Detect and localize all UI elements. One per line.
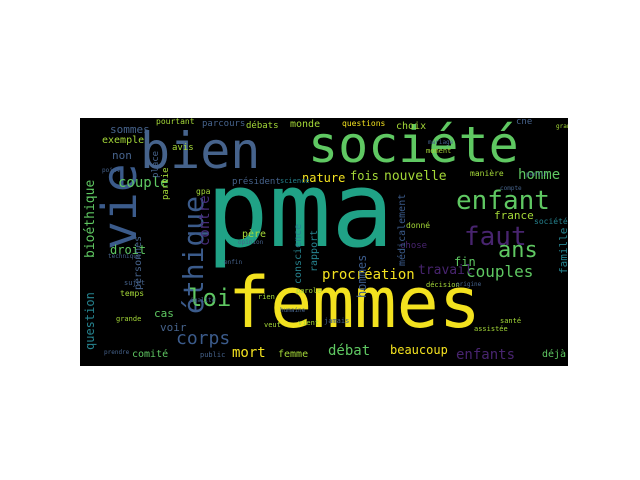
word-humaine: humaine [280, 307, 306, 314]
word-rien: rien [258, 293, 275, 301]
word-hommes: hommes [355, 254, 369, 298]
word-sommes: sommes [110, 123, 150, 136]
word-couple: couple [118, 175, 169, 191]
word-comite: comité [132, 349, 169, 360]
word-temps: temps [120, 289, 145, 298]
word-grande: grande [116, 315, 142, 323]
word-cne: cne [516, 118, 533, 127]
word-debats: débats [246, 121, 279, 131]
word-rapport: rapport [309, 229, 320, 272]
word-sante: santé [500, 317, 522, 325]
word-compte: compte [500, 185, 522, 192]
word-fois: fois [350, 169, 379, 183]
word-point: point [102, 167, 121, 174]
word-famille: famille [557, 227, 568, 274]
word-debat: débat [328, 343, 371, 359]
word-faut: faut [464, 222, 527, 252]
word-parcours: parcours [202, 119, 246, 129]
word-assistee: assistée [474, 325, 508, 333]
word-droit: droit [110, 243, 147, 257]
word-nouvelle: nouvelle [384, 169, 447, 184]
word-bien: bien [140, 122, 261, 180]
word-travail: travail [418, 263, 473, 278]
word-donne: donné [406, 221, 431, 230]
word-france: france [494, 209, 534, 222]
word-voir: voir [160, 321, 187, 334]
word-bioethique: bioéthique [83, 179, 98, 258]
word-enfants: enfants [456, 347, 516, 363]
word-maniere: manière [470, 169, 504, 178]
word-societe: société [308, 118, 519, 174]
word-contre: contre [197, 195, 213, 246]
word-parole: parole [296, 287, 322, 295]
word-veut: veut [264, 321, 281, 329]
word-ans: ans [498, 238, 538, 263]
word-homme: homme [518, 167, 561, 183]
word-loi: loi [188, 284, 232, 312]
word-femmes: femmes [228, 262, 481, 344]
word-couples: couples [466, 262, 534, 281]
word-questions: questions [342, 119, 386, 128]
word-fin: fin [454, 255, 476, 269]
word-question: question [83, 292, 97, 350]
word-femme: femme [278, 349, 309, 360]
word-origine: origine [456, 281, 482, 288]
word-sujet: sujet [124, 279, 146, 287]
word-exemple: exemple [102, 135, 145, 146]
word-non: non [112, 149, 132, 162]
word-partir: partir [526, 171, 548, 178]
word-monde: monde [290, 119, 321, 130]
word-moment: moment [426, 147, 452, 155]
word-president: président [232, 177, 281, 187]
word-mariage: mariage [428, 139, 454, 146]
word-nature: nature [302, 171, 346, 185]
word-pourtant: pourtant [156, 118, 195, 126]
word-jamais: jamais [324, 317, 350, 325]
word-place: place [151, 150, 161, 178]
word-gpa: gpa [196, 187, 211, 196]
word-egalite: égalité [190, 297, 216, 304]
word-cloud: pma femmes société bien vie éthique enfa… [80, 118, 568, 366]
word-public: public [200, 351, 226, 359]
word-corps: corps [176, 328, 231, 349]
word-beaucoup: beaucoup [390, 343, 448, 357]
word-partie: partie [161, 167, 171, 200]
word-avis: avis [172, 143, 194, 153]
word-opinion: opinion [238, 239, 264, 246]
word-science: science [280, 177, 310, 185]
word-deja: déjà [542, 349, 567, 360]
word-procreation: procréation [322, 267, 415, 283]
word-cas: cas [154, 307, 174, 320]
word-prendre: prendre [104, 349, 130, 356]
word-pere: père [242, 229, 267, 240]
word-pma: pma [206, 149, 394, 271]
word-technique: technique [108, 253, 141, 260]
word-vient: vient [298, 319, 320, 327]
word-enfant: enfant [456, 186, 550, 216]
word-grands: grands [556, 123, 568, 130]
word-enfin: enfin [224, 259, 243, 266]
word-conscience: conscience [293, 223, 304, 284]
word-chose: chose [400, 241, 428, 251]
word-decision: décision [426, 281, 460, 289]
word-choix: choix [396, 121, 427, 132]
word-mort: mort [232, 345, 266, 361]
